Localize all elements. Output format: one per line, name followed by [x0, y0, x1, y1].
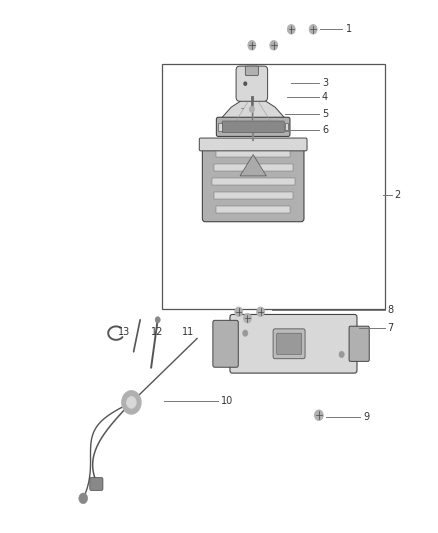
- FancyBboxPatch shape: [230, 314, 357, 373]
- Bar: [216, 206, 290, 213]
- Text: 9: 9: [364, 412, 370, 422]
- FancyBboxPatch shape: [349, 326, 369, 361]
- Bar: [214, 192, 293, 199]
- Text: 1: 1: [346, 24, 352, 34]
- Bar: [212, 178, 295, 185]
- FancyBboxPatch shape: [236, 66, 268, 101]
- Circle shape: [127, 397, 136, 408]
- Text: 5: 5: [322, 109, 328, 118]
- FancyBboxPatch shape: [90, 478, 103, 490]
- Text: 3: 3: [322, 78, 328, 87]
- FancyBboxPatch shape: [245, 66, 258, 76]
- Bar: [218, 123, 222, 131]
- Text: 12: 12: [151, 327, 163, 336]
- Circle shape: [244, 313, 251, 323]
- FancyBboxPatch shape: [216, 117, 290, 136]
- Circle shape: [235, 307, 243, 317]
- Circle shape: [243, 330, 248, 336]
- Bar: [162, 64, 385, 309]
- Circle shape: [339, 351, 344, 358]
- Text: 13: 13: [118, 327, 131, 336]
- Bar: [216, 150, 290, 157]
- Circle shape: [314, 410, 323, 421]
- FancyBboxPatch shape: [277, 333, 302, 354]
- Circle shape: [309, 25, 317, 34]
- Circle shape: [122, 391, 141, 414]
- Bar: [214, 164, 293, 171]
- Circle shape: [244, 82, 247, 85]
- Circle shape: [287, 25, 295, 34]
- FancyBboxPatch shape: [202, 141, 304, 222]
- Circle shape: [248, 41, 256, 50]
- Text: 2: 2: [394, 190, 400, 199]
- FancyBboxPatch shape: [222, 121, 284, 133]
- Text: 11: 11: [182, 327, 194, 336]
- Bar: [285, 123, 288, 131]
- Polygon shape: [240, 155, 266, 176]
- Text: 8: 8: [388, 305, 394, 315]
- FancyBboxPatch shape: [273, 329, 305, 359]
- Circle shape: [155, 317, 160, 323]
- Text: 6: 6: [322, 125, 328, 135]
- FancyBboxPatch shape: [213, 320, 238, 367]
- Circle shape: [270, 41, 278, 50]
- Circle shape: [249, 106, 254, 112]
- Text: 10: 10: [221, 396, 233, 406]
- Text: 7: 7: [388, 323, 394, 333]
- Polygon shape: [220, 95, 286, 125]
- Text: 4: 4: [322, 92, 328, 102]
- FancyBboxPatch shape: [199, 138, 307, 151]
- Circle shape: [257, 307, 265, 317]
- Circle shape: [79, 493, 88, 504]
